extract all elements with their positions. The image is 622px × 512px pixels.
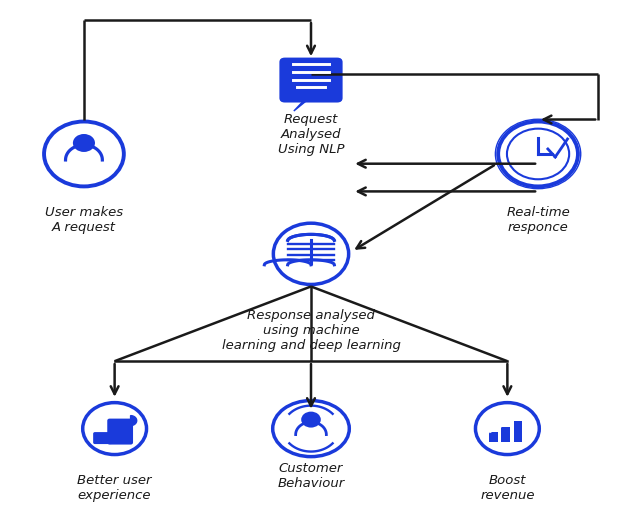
Text: Boost
revenue: Boost revenue [480,474,535,502]
Text: Request
Analysed
Using NLP: Request Analysed Using NLP [278,113,344,156]
FancyBboxPatch shape [279,57,343,102]
Text: Better user
experience: Better user experience [77,474,152,502]
FancyBboxPatch shape [93,432,113,444]
Polygon shape [294,98,306,111]
Bar [514,420,522,441]
Circle shape [73,134,95,152]
Bar [501,426,510,441]
Polygon shape [131,416,137,425]
Bar [489,432,498,441]
Text: Customer
Behaviour: Customer Behaviour [277,462,345,489]
Text: Response analysed
using machine
learning and deep learning: Response analysed using machine learning… [221,309,401,352]
Circle shape [301,412,321,428]
Text: Real-time
responce: Real-time responce [506,206,570,234]
Text: User makes
A request: User makes A request [45,206,123,234]
FancyBboxPatch shape [107,419,133,444]
